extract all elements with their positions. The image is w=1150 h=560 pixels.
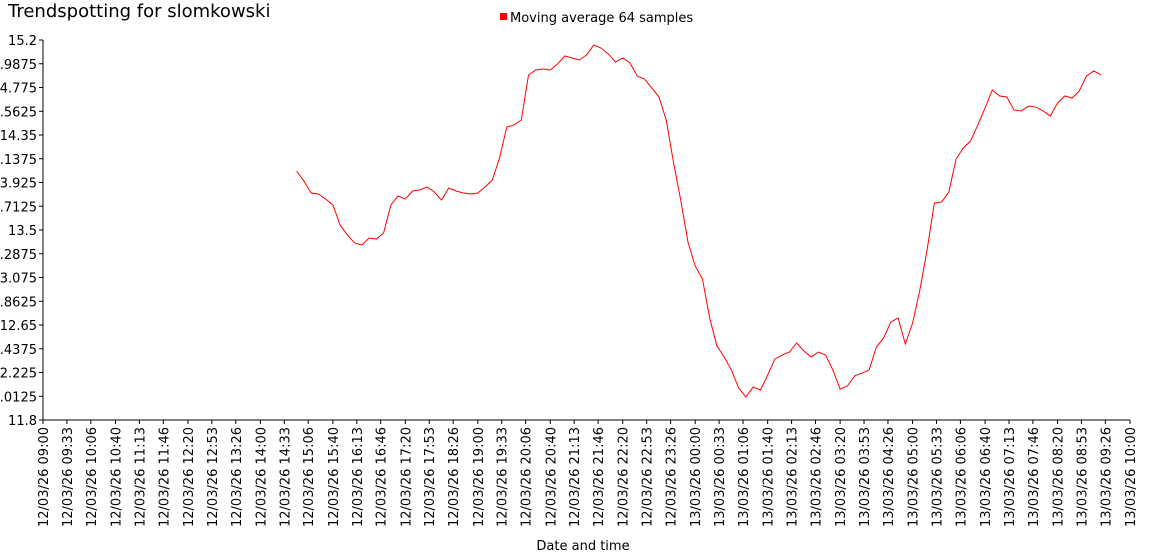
y-tick-label: 12.8625	[0, 295, 37, 310]
x-tick-label: 12/03/26 22:53	[641, 427, 656, 527]
x-axis-label: Date and time	[536, 539, 629, 554]
x-tick-label: 12/03/26 12:20	[182, 427, 197, 527]
x-tick-label: 12/03/26 11:46	[157, 427, 172, 527]
series-line	[296, 44, 1102, 398]
x-tick-label: 13/03/26 07:13	[1003, 427, 1018, 527]
y-tick-label: 12.225	[0, 367, 37, 382]
x-tick-label: 13/03/26 06:06	[954, 427, 969, 527]
y-tick-label: 13.2875	[0, 248, 37, 263]
y-tick-label: 11.8	[8, 414, 37, 429]
x-tick-label: 12/03/26 22:20	[617, 427, 632, 527]
x-tick-label: 13/03/26 10:00	[1124, 427, 1139, 527]
y-tick-label: 14.775	[0, 82, 37, 97]
x-tick-label: 12/03/26 09:33	[61, 427, 76, 527]
x-tick-label: 12/03/26 21:13	[568, 427, 583, 527]
x-tick-label: 13/03/26 07:46	[1027, 427, 1042, 527]
y-tick-label: 15.2	[8, 34, 37, 49]
y-tick-label: 13.5	[8, 224, 37, 239]
x-tick-label: 13/03/26 01:06	[737, 427, 752, 527]
y-tick-label: 14.1375	[0, 153, 37, 168]
y-tick-label: 13.7125	[0, 200, 37, 215]
x-tick-label: 12/03/26 14:33	[278, 427, 293, 527]
x-tick-label: 12/03/26 16:13	[351, 427, 366, 527]
x-tick-label: 13/03/26 06:40	[979, 427, 994, 527]
y-tick-label: 12.65	[0, 319, 37, 334]
x-tick-label: 12/03/26 17:20	[399, 427, 414, 527]
x-tick-label: 12/03/26 21:46	[592, 427, 607, 527]
x-tick-label: 13/03/26 03:53	[858, 427, 873, 527]
y-tick-label: 14.9875	[0, 58, 37, 73]
y-tick-label: 13.075	[0, 272, 37, 287]
y-tick-label: 12.0125	[0, 390, 37, 405]
x-tick-label: 12/03/26 10:06	[85, 427, 100, 527]
x-tick-label: 13/03/26 03:20	[834, 427, 849, 527]
y-tick-label: 14.35	[0, 129, 37, 144]
x-tick-label: 13/03/26 02:13	[786, 427, 801, 527]
x-tick-label: 12/03/26 20:06	[520, 427, 535, 527]
x-tick-label: 12/03/26 10:40	[109, 427, 124, 527]
chart-title: Trendspotting for slomkowski	[7, 1, 270, 22]
x-tick-label: 12/03/26 23:26	[665, 427, 680, 527]
x-tick-label: 13/03/26 00:33	[713, 427, 728, 527]
x-tick-label: 12/03/26 19:00	[472, 427, 487, 527]
x-tick-label: 12/03/26 15:40	[327, 427, 342, 527]
x-tick-label: 13/03/26 01:40	[762, 427, 777, 527]
x-tick-label: 13/03/26 02:46	[809, 427, 824, 527]
y-tick-label: 14.5625	[0, 105, 37, 120]
y-tick-label: 13.925	[0, 177, 37, 192]
x-tick-label: 12/03/26 12:53	[206, 427, 221, 527]
x-tick-label: 13/03/26 09:26	[1099, 427, 1114, 527]
y-tick-label: 12.4375	[0, 343, 37, 358]
x-tick-label: 13/03/26 04:26	[882, 427, 897, 527]
x-tick-label: 12/03/26 19:33	[496, 427, 511, 527]
x-tick-label: 13/03/26 00:00	[689, 427, 704, 527]
x-tick-label: 12/03/26 16:46	[375, 427, 390, 527]
x-tick-label: 12/03/26 20:40	[544, 427, 559, 527]
x-tick-label: 12/03/26 11:13	[133, 427, 148, 527]
x-tick-label: 12/03/26 13:26	[230, 427, 245, 527]
x-tick-label: 13/03/26 08:20	[1052, 427, 1067, 527]
x-tick-label: 12/03/26 14:00	[254, 427, 269, 527]
x-tick-label: 12/03/26 18:26	[447, 427, 462, 527]
x-tick-label: 13/03/26 08:53	[1075, 427, 1090, 527]
legend-label: Moving average 64 samples	[510, 11, 693, 26]
legend-swatch	[500, 13, 507, 20]
x-tick-label: 12/03/26 17:53	[423, 427, 438, 527]
x-tick-label: 13/03/26 05:00	[907, 427, 922, 527]
x-tick-label: 12/03/26 15:06	[302, 427, 317, 527]
x-tick-label: 12/03/26 09:00	[37, 427, 52, 527]
x-tick-label: 13/03/26 05:33	[931, 427, 946, 527]
